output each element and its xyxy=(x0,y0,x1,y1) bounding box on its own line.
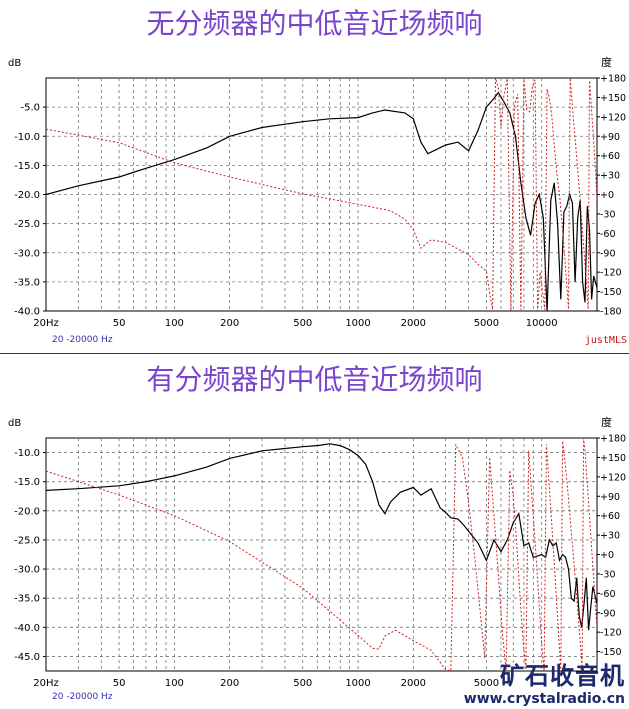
y-tick-label: -40.0 xyxy=(14,307,40,318)
chart-title: 无分频器的中低音近场频响 xyxy=(146,7,483,40)
x-tick-label: 500 xyxy=(293,678,312,689)
y-tick-label: -10.0 xyxy=(14,132,40,143)
x-tick-label: 20Hz xyxy=(33,318,59,329)
plot-area xyxy=(45,437,598,672)
y-tick-label: -35.0 xyxy=(14,277,40,288)
y2-tick-label: +180 xyxy=(600,434,626,445)
y2-tick-label: -90 xyxy=(600,608,616,619)
y-tick-label: -15.0 xyxy=(14,477,40,488)
y-axis-unit-label: dB xyxy=(8,58,21,69)
y2-tick-label: -60 xyxy=(600,229,616,240)
magnitude-line xyxy=(46,91,597,311)
x-tick-label: 50 xyxy=(113,318,126,329)
phase-line xyxy=(46,438,597,671)
y2-tick-label: +30 xyxy=(600,171,620,182)
y2-tick-label: +60 xyxy=(600,151,620,162)
y2-tick-label: +0 xyxy=(600,550,614,561)
x-tick-label: 200 xyxy=(220,318,239,329)
magnitude-line xyxy=(46,443,597,631)
y-axis-unit-label: dB xyxy=(8,418,21,429)
y-tick-label: -15.0 xyxy=(14,161,40,172)
x-tick-label: 2000 xyxy=(401,678,426,689)
y2-tick-label: -180 xyxy=(600,307,622,318)
y-tick-label: -35.0 xyxy=(14,594,40,605)
y2-axis-unit-label: 度 xyxy=(601,415,612,429)
y2-tick-label: -150 xyxy=(600,647,622,658)
y-tick-label: -20.0 xyxy=(14,190,40,201)
x-tick-label: 1000 xyxy=(345,318,370,329)
watermark-url: www.crystalradio.cn xyxy=(463,691,625,707)
y-tick-label: -10.0 xyxy=(14,448,40,459)
y-tick-label: -30.0 xyxy=(14,565,40,576)
x-tick-label: 200 xyxy=(220,678,239,689)
watermark-name: 矿石收音机 xyxy=(500,662,625,690)
chart-title: 有分频器的中低音近场频响 xyxy=(146,363,483,396)
frequency-range-label: 20 -20000 Hz xyxy=(52,335,113,345)
y2-tick-label: -60 xyxy=(600,589,616,600)
phase-line xyxy=(46,78,597,311)
frequency-response-chart: dB -10.0 -15.0 -20.0 -25.0 -30.0 -35.0 -40.0 -45… xyxy=(8,415,626,689)
y-tick-label: -25.0 xyxy=(14,219,40,230)
x-tick-label: 100 xyxy=(165,318,184,329)
y2-tick-label: +120 xyxy=(600,112,626,123)
y2-tick-label: -150 xyxy=(600,287,622,298)
y2-tick-label: -30 xyxy=(600,569,616,580)
y2-tick-label: +150 xyxy=(600,453,626,464)
x-tick-label: 10000 xyxy=(526,318,558,329)
frequency-response-chart: dB -5.0 -10.0 -15.0 -20.0 -25.0 -30.0 -35.0 -40.… xyxy=(8,55,626,329)
y2-tick-label: +90 xyxy=(600,132,620,143)
y-tick-label: -20.0 xyxy=(14,506,40,517)
y2-tick-label: +60 xyxy=(600,511,620,522)
x-tick-label: 2000 xyxy=(401,318,426,329)
y2-tick-label: +180 xyxy=(600,74,626,85)
frequency-range-label: 20 -20000 Hz xyxy=(52,692,113,702)
y2-tick-label: +90 xyxy=(600,492,620,503)
y2-axis-unit-label: 度 xyxy=(601,55,612,69)
y-tick-label: -30.0 xyxy=(14,248,40,259)
x-tick-label: 5000 xyxy=(474,318,499,329)
y2-tick-label: -90 xyxy=(600,248,616,259)
watermark: 矿石收音机 www.crystalradio.cn xyxy=(464,656,625,707)
brand-label: justMLS xyxy=(584,335,627,346)
x-tick-label: 50 xyxy=(113,678,126,689)
y-tick-label: -5.0 xyxy=(20,103,40,114)
x-tick-label: 5000 xyxy=(474,678,499,689)
y2-tick-label: -120 xyxy=(600,628,622,639)
x-tick-label: 1000 xyxy=(345,678,370,689)
x-tick-label: 100 xyxy=(165,678,184,689)
y-tick-label: -45.0 xyxy=(14,652,40,663)
y2-tick-label: +150 xyxy=(600,93,626,104)
y-tick-label: -25.0 xyxy=(14,535,40,546)
chart-panel-no-crossover: 无分频器的中低音近场频响 dB -5.0 -10.0 -15.0 -20.0 -25.0 -… xyxy=(0,0,629,352)
y-tick-label: -40.0 xyxy=(14,623,40,634)
y2-tick-label: -120 xyxy=(600,268,622,279)
chart-panel-with-crossover: 有分频器的中低音近场频响 dB -10.0 -15.0 -20.0 -25.0 -30.0… xyxy=(0,356,629,709)
x-tick-label: 500 xyxy=(293,318,312,329)
y2-tick-label: -30 xyxy=(600,209,616,220)
y2-tick-label: +0 xyxy=(600,190,614,201)
panel-divider xyxy=(0,353,629,354)
y2-tick-label: +30 xyxy=(600,531,620,542)
x-tick-label: 20Hz xyxy=(33,678,59,689)
y2-tick-label: +120 xyxy=(600,472,626,483)
